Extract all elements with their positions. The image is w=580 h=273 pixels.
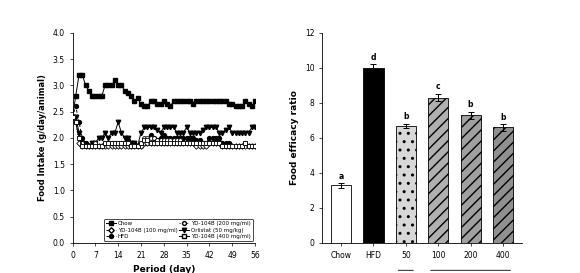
Bar [396,126,416,243]
Text: b: b [403,112,408,121]
Text: c: c [436,82,440,91]
Text: d: d [371,53,376,62]
Bar [493,127,513,243]
Y-axis label: Food efficacy ratio: Food efficacy ratio [290,90,299,185]
Text: b: b [468,100,473,109]
Bar [364,68,383,243]
Bar [461,115,481,243]
Bar [428,97,448,243]
Text: a: a [339,172,344,181]
X-axis label: Period (day): Period (day) [133,265,195,273]
Text: b: b [500,113,506,122]
Bar [331,185,351,243]
Y-axis label: Food Intake (g/day/animal): Food Intake (g/day/animal) [38,75,47,201]
Legend: Chow, YD-104B (100 mg/ml), HFD, YD-104B (200 mg/ml), Orlistat (50 mg/kg), YD-104: Chow, YD-104B (100 mg/ml), HFD, YD-104B … [104,219,253,241]
